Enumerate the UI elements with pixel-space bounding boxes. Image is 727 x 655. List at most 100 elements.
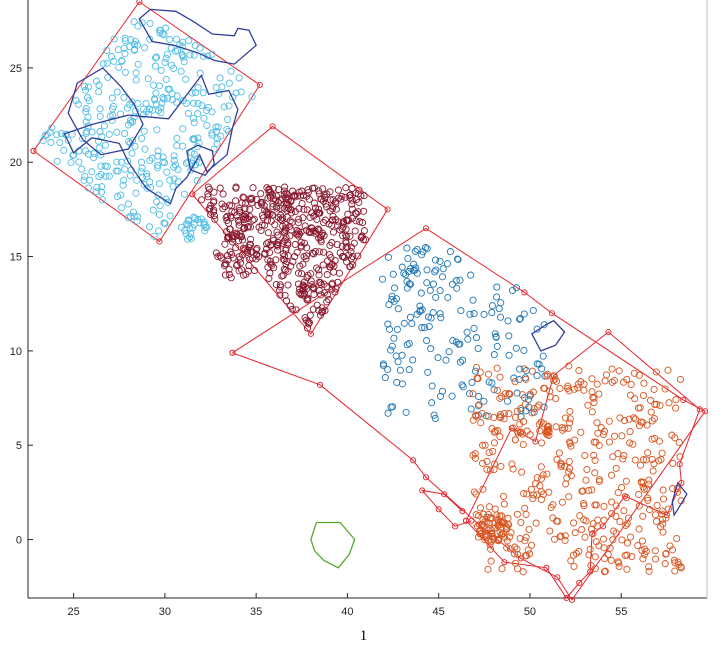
- data-point: [155, 227, 163, 235]
- data-point: [227, 274, 235, 282]
- data-point: [171, 161, 180, 169]
- data-point: [522, 510, 530, 518]
- data-point: [145, 223, 154, 231]
- data-point: [614, 450, 622, 458]
- data-point: [346, 232, 354, 240]
- data-point: [556, 384, 564, 392]
- data-point: [151, 96, 159, 104]
- data-point: [262, 245, 271, 253]
- data-point: [539, 352, 547, 360]
- data-point: [570, 519, 578, 527]
- data-point: [585, 486, 593, 495]
- boundary-vertex: [384, 206, 391, 213]
- data-point: [657, 455, 665, 464]
- data-point: [166, 212, 174, 220]
- data-point: [582, 476, 590, 484]
- data-point: [132, 189, 140, 197]
- data-point: [216, 184, 224, 192]
- data-point: [567, 442, 575, 450]
- data-point: [354, 208, 362, 216]
- data-point: [591, 469, 599, 477]
- data-point: [453, 284, 461, 292]
- data-point: [508, 460, 516, 468]
- data-point: [198, 196, 206, 204]
- data-point: [662, 550, 670, 558]
- data-point: [252, 246, 260, 254]
- data-point: [318, 307, 326, 316]
- data-point: [587, 525, 595, 533]
- data-point: [493, 511, 501, 519]
- data-point: [446, 248, 454, 256]
- data-point: [512, 284, 521, 292]
- data-point: [222, 213, 230, 222]
- data-point: [82, 118, 90, 126]
- data-point: [88, 128, 96, 136]
- data-point: [566, 407, 574, 415]
- data-point: [246, 212, 254, 221]
- data-point: [403, 244, 411, 252]
- data-point: [490, 428, 498, 436]
- data-point: [208, 50, 216, 58]
- data-point: [645, 563, 653, 571]
- data-point: [398, 351, 406, 359]
- data-point: [537, 475, 545, 483]
- data-point: [334, 278, 342, 286]
- data-point: [315, 271, 323, 279]
- data-point: [53, 131, 61, 139]
- x-tick-label: 30: [159, 606, 171, 618]
- data-point: [388, 292, 396, 300]
- data-point: [90, 150, 98, 158]
- data-point: [484, 370, 493, 378]
- data-point: [639, 391, 648, 400]
- data-point: [436, 257, 444, 265]
- data-point: [284, 252, 292, 260]
- data-point: [298, 270, 306, 278]
- data-point: [486, 541, 494, 549]
- data-point: [193, 177, 201, 185]
- data-point: [39, 137, 47, 145]
- data-point: [332, 215, 340, 224]
- data-point: [601, 377, 609, 385]
- data-point: [534, 403, 542, 411]
- data-point: [453, 255, 462, 263]
- data-point: [480, 397, 488, 405]
- data-point: [469, 296, 477, 304]
- data-point: [303, 285, 311, 293]
- data-point: [74, 100, 82, 108]
- data-point: [325, 251, 334, 259]
- data-point: [163, 50, 171, 58]
- data-point: [509, 424, 517, 432]
- boundary-vertex: [576, 579, 583, 586]
- data-point: [542, 429, 550, 437]
- contour-line: [63, 74, 239, 205]
- data-point: [490, 386, 498, 394]
- data-point: [157, 104, 165, 112]
- data-point: [413, 245, 421, 254]
- data-point: [97, 151, 105, 159]
- boundary-vertex: [435, 506, 442, 513]
- data-point: [549, 376, 557, 384]
- data-point: [223, 125, 231, 133]
- data-point: [328, 216, 337, 224]
- boundary-vertex: [410, 457, 417, 464]
- data-point: [476, 527, 484, 535]
- data-point: [459, 356, 467, 364]
- data-point: [216, 74, 224, 82]
- data-point: [213, 135, 221, 143]
- data-point: [651, 547, 659, 555]
- data-point: [104, 73, 112, 81]
- x-tick-label: 25: [68, 606, 80, 618]
- data-point: [581, 533, 589, 541]
- data-point: [163, 168, 171, 176]
- data-point: [349, 261, 357, 269]
- data-point: [645, 480, 653, 488]
- data-point: [185, 37, 193, 45]
- data-point: [219, 190, 227, 198]
- data-point: [588, 486, 596, 494]
- data-point: [130, 45, 139, 53]
- data-point: [232, 244, 240, 252]
- data-point: [605, 438, 613, 446]
- data-point: [210, 188, 218, 196]
- data-point: [411, 266, 419, 274]
- data-point: [398, 263, 406, 271]
